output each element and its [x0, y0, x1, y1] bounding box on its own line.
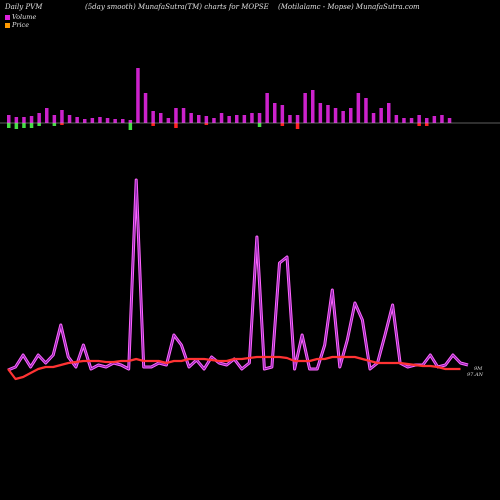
- volume-bar-down: [22, 123, 26, 128]
- volume-line: [7, 179, 469, 371]
- volume-bar-up: [14, 117, 19, 123]
- volume-bar-down: [128, 123, 133, 130]
- volume-bar-up: [7, 115, 11, 123]
- volume-bar-down: [29, 123, 34, 128]
- volume-bar-up: [83, 119, 87, 123]
- volume-bar-up: [219, 113, 224, 123]
- volume-bar-up: [349, 108, 353, 123]
- volume-bars: [7, 68, 452, 130]
- volume-bar-up: [341, 111, 345, 123]
- end-label-bottom: 97.AN: [467, 372, 484, 378]
- end-label-top: 9M: [474, 366, 483, 372]
- volume-bar-up: [166, 118, 171, 123]
- volume-bar-up: [333, 108, 338, 123]
- volume-bar-up: [67, 115, 72, 123]
- volume-line-glow: [7, 178, 469, 372]
- volume-bar-up: [387, 103, 391, 123]
- volume-bar-up: [447, 118, 452, 123]
- volume-bar-up: [326, 105, 330, 123]
- volume-bar-up: [197, 115, 201, 123]
- legend-volume-label: Volume: [12, 13, 37, 21]
- volume-bar-down: [295, 123, 300, 129]
- volume-bar-up: [143, 93, 148, 123]
- volume-bar-up: [280, 105, 285, 123]
- volume-bar-up: [273, 103, 277, 123]
- volume-bar-up: [242, 115, 247, 123]
- volume-bar-up: [311, 90, 315, 123]
- volume-bar-up: [22, 117, 26, 123]
- volume-bar-up: [204, 116, 209, 123]
- volume-bar-up: [440, 115, 444, 123]
- volume-bar-up: [121, 119, 125, 123]
- volume-bar-up: [37, 113, 41, 123]
- volume-bar-up: [303, 93, 307, 123]
- volume-bar-down: [204, 123, 209, 125]
- volume-bar-up: [257, 113, 262, 123]
- price-line: [7, 355, 461, 381]
- volume-bar-up: [181, 108, 186, 123]
- volume-bar-down: [257, 123, 262, 127]
- volume-bar-down: [52, 123, 57, 126]
- volume-bar-up: [90, 118, 95, 123]
- volume-bar-down: [174, 123, 178, 128]
- volume-bar-up: [75, 117, 79, 123]
- legend-volume-swatch: [5, 14, 10, 20]
- volume-bar-up: [409, 118, 414, 123]
- volume-bar-up: [136, 68, 140, 123]
- chart-header-title: (5day smooth) MunafaSutra(TM) charts for…: [85, 3, 269, 11]
- volume-bar-up: [227, 116, 231, 123]
- volume-bar-up: [151, 111, 155, 123]
- volume-bar-down: [60, 123, 64, 125]
- legend-price: Price: [5, 21, 29, 29]
- line-series: [7, 178, 469, 381]
- volume-bar-up: [174, 108, 178, 123]
- volume-bar-up: [432, 116, 437, 123]
- chart-header-site: (Motilalamc - Mopse) MunafaSutra.com: [278, 3, 420, 11]
- volume-bar-up: [29, 116, 34, 123]
- volume-bar-up: [98, 117, 102, 123]
- volume-bar-up: [394, 115, 399, 123]
- volume-bar-up: [288, 115, 292, 123]
- volume-bar-up: [265, 93, 269, 123]
- volume-bar-up: [379, 108, 383, 123]
- volume-bar-up: [425, 118, 429, 123]
- volume-bar-up: [402, 118, 406, 123]
- volume-bar-down: [425, 123, 429, 126]
- volume-bar-up: [189, 113, 193, 123]
- volume-bar-up: [159, 113, 163, 123]
- volume-bar-up: [212, 118, 216, 123]
- legend-price-swatch: [5, 22, 10, 28]
- volume-bar-up: [45, 108, 49, 123]
- volume-bar-down: [14, 123, 19, 129]
- volume-bar-up: [417, 115, 421, 123]
- legend-price-label: Price: [12, 21, 30, 29]
- volume-bar-down: [280, 123, 285, 126]
- volume-bar-down: [417, 123, 421, 126]
- volume-bar-down: [151, 123, 155, 126]
- volume-bar-up: [235, 115, 239, 123]
- volume-bar-up: [113, 119, 117, 123]
- volume-bar-up: [371, 113, 376, 123]
- volume-bar-up: [105, 118, 110, 123]
- volume-bar-up: [128, 120, 133, 123]
- volume-bar-up: [52, 115, 57, 123]
- chart-header-left: Daily PVM: [5, 3, 43, 11]
- volume-bar-up: [364, 98, 368, 123]
- volume-bar-up: [250, 113, 254, 123]
- volume-bar-down: [37, 123, 41, 126]
- volume-bar-up: [295, 115, 300, 123]
- volume-bar-up: [60, 110, 64, 123]
- volume-bar-up: [318, 103, 323, 123]
- legend-volume: Volume: [5, 13, 36, 21]
- volume-bar-down: [7, 123, 11, 128]
- volume-bar-up: [356, 93, 361, 123]
